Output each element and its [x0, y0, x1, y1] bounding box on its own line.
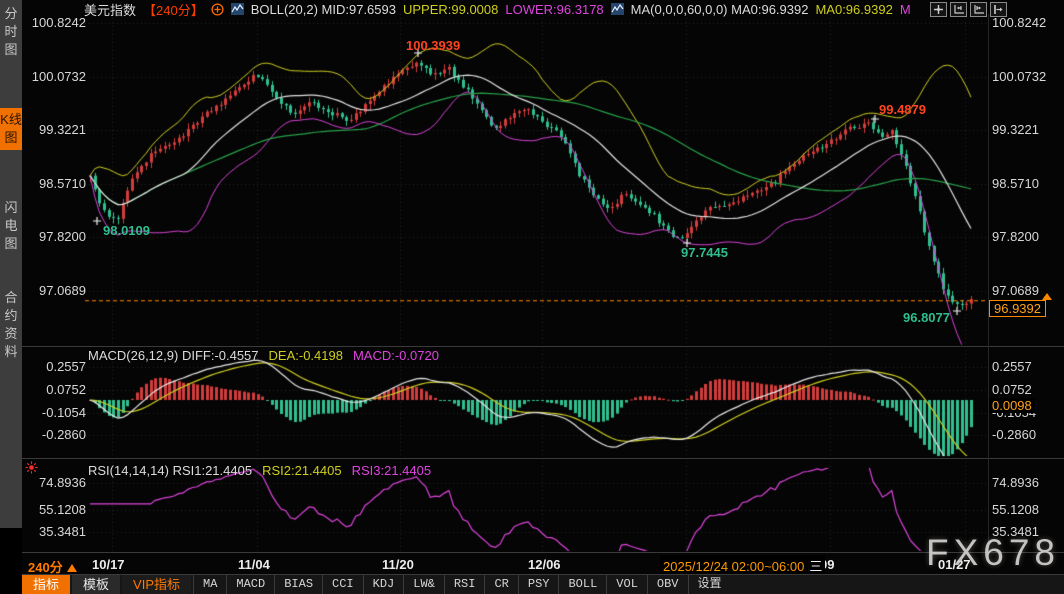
rsi-tick-right: 55.1208 [992, 502, 1039, 517]
rsi-tick-left: 35.3481 [39, 524, 86, 539]
panel-divider [22, 458, 1064, 459]
alert-icon[interactable] [25, 461, 38, 479]
pan-button[interactable] [930, 2, 947, 17]
price-tick-left: 97.0689 [39, 283, 86, 298]
tab-indicators[interactable]: 指标 [22, 575, 71, 594]
x-tick: 12/06 [528, 557, 561, 572]
boll-upper-readout: UPPER:99.0008 [402, 1, 499, 17]
macd-readout-row: MACD(26,12,9) DIFF:-0.4557 DEA:-0.4198 M… [88, 348, 439, 363]
plot-right-border [988, 14, 989, 552]
watermark: FX678 [926, 532, 1061, 573]
price-tick-right: 100.0732 [992, 69, 1047, 84]
crosshair-datetime-tooltip: 2025/12/24 02:00~06:00 三 [660, 555, 826, 576]
annotation-low-left: 98.0109 [103, 223, 150, 238]
period-arrow-icon [66, 564, 77, 572]
indicator-macd[interactable]: MACD [226, 575, 274, 594]
settings-button[interactable]: 设置 [687, 575, 731, 594]
tab-templates[interactable]: 模板 [72, 575, 121, 594]
indicator-boll[interactable]: BOLL [558, 575, 606, 594]
indicator-lw[interactable]: LW& [403, 575, 444, 594]
axis-scale-left-button[interactable] [950, 2, 967, 17]
macd-tick-left: -0.2860 [41, 427, 86, 442]
indicator-cr[interactable]: CR [484, 575, 517, 594]
indicator-kdj[interactable]: KDJ [362, 575, 404, 594]
boll-indicator-icon [230, 3, 244, 15]
rsi2-readout: RSI2:21.4405 [262, 463, 342, 478]
rsi-tick-right: 74.8936 [992, 475, 1039, 490]
indicator-vol[interactable]: VOL [606, 575, 647, 594]
chart-header: 美元指数 【240分】 BOLL(20,2) MID:97.6593 UPPER… [84, 1, 911, 18]
price-tick-left: 100.0732 [31, 69, 86, 84]
sidebar-item-flash-chart[interactable]: 闪电图 [4, 200, 18, 251]
panel-divider [22, 346, 1064, 347]
ma-indicator-icon [610, 3, 624, 15]
ma0-secondary-readout: MA0:96.9392 [815, 1, 893, 17]
tab-vip-indicators[interactable]: VIP指标 [122, 575, 191, 594]
chart-tool-buttons [930, 2, 1007, 17]
rsi-readout-row: RSI(14,14,14) RSI1:21.4405 RSI2:21.4405 … [88, 463, 431, 478]
macd-title: MACD(26,12,9) DIFF:-0.4557 [88, 348, 259, 363]
shift-chart-right-button[interactable] [990, 2, 1007, 17]
macd-tick-right: 0.2557 [992, 359, 1032, 374]
price-tick-right: 99.3221 [992, 122, 1039, 137]
price-tick-left: 97.8200 [39, 229, 86, 244]
indicator-cci[interactable]: CCI [322, 575, 363, 594]
sidebar-bottom-cap [0, 528, 22, 594]
price-tick-right: 98.5710 [992, 176, 1039, 191]
price-marker-arrow-icon [1042, 293, 1052, 300]
x-tick: 11/20 [382, 557, 414, 572]
current-price-badge: 96.9392 [989, 300, 1046, 317]
indicator-rsi[interactable]: RSI [443, 575, 485, 594]
annotation-low-right: 96.8077 [903, 310, 950, 325]
rsi-tick-left: 74.8936 [39, 475, 86, 490]
macd-tick-left: -0.1054 [41, 405, 86, 420]
price-tick-right: 100.8242 [992, 15, 1047, 30]
add-indicator-icon[interactable] [211, 2, 224, 16]
rsi-title: RSI(14,14,14) RSI1:21.4405 [88, 463, 253, 478]
rsi-tick-left: 55.1208 [39, 502, 86, 517]
axis-scale-right-button[interactable] [970, 2, 987, 17]
indicator-bias[interactable]: BIAS [274, 575, 322, 594]
sidebar-item-contract-info[interactable]: 合约资料 [4, 290, 18, 359]
rsi-tick-right: 35.3481 [992, 524, 1039, 539]
annotation-high-right: 99.4879 [879, 102, 926, 117]
x-tick: 11/04 [238, 557, 270, 572]
x-tick: 01/27 [938, 557, 971, 572]
macd-macd-readout: MACD:-0.0720 [352, 348, 439, 363]
price-tick-right: 97.0689 [992, 283, 1039, 298]
price-tick-right: 97.8200 [992, 229, 1039, 244]
sidebar-item-time-chart[interactable]: 分时图 [4, 6, 18, 57]
period-selector[interactable]: 240分 [28, 557, 77, 576]
annotation-low-mid: 97.7445 [681, 245, 728, 260]
indicator-obv[interactable]: OBV [646, 575, 688, 594]
symbol-title: 美元指数 [84, 2, 137, 18]
period-label: 【240分】 [143, 2, 204, 18]
annotation-high-top: 100.3939 [406, 38, 461, 53]
price-tick-left: 98.5710 [39, 176, 86, 191]
ma-readout: MA(0,0,0,60,0,0) MA0:96.9392 [630, 1, 809, 17]
macd-tick-right: 0.0752 [992, 382, 1032, 397]
macd-tick-left: 0.0752 [46, 382, 86, 397]
x-axis-strip: 240分 10/17 11/04 11/20 12/06 09 01/27 20… [22, 553, 1064, 576]
macd-tick-left: 0.2557 [46, 359, 86, 374]
x-tick: 10/17 [92, 557, 125, 572]
macd-dea-readout: DEA:-0.4198 [268, 348, 343, 363]
indicator-ma[interactable]: MA [193, 575, 226, 594]
left-sidebar: 分时图 K线图 闪电图 合约资料 [0, 0, 22, 594]
ma-m-readout: M [899, 1, 911, 17]
sidebar-item-kline-chart[interactable]: K线图 [0, 108, 22, 150]
indicator-psy[interactable]: PSY [517, 575, 559, 594]
macd-tick-right: -0.2860 [992, 427, 1037, 442]
indicator-toolbar: 指标 模板 VIP指标 MA MACD BIAS CCI KDJ LW& RSI… [22, 574, 1064, 594]
boll-readout: BOLL(20,2) MID:97.6593 [250, 1, 396, 17]
panel-divider [22, 552, 1064, 553]
boll-lower-readout: LOWER:96.3178 [505, 1, 604, 17]
macd-current-badge: 0.0098 [989, 398, 1035, 413]
price-tick-left: 99.3221 [39, 122, 86, 137]
price-tick-left: 100.8242 [31, 15, 86, 30]
rsi3-readout: RSI3:21.4405 [351, 463, 432, 478]
